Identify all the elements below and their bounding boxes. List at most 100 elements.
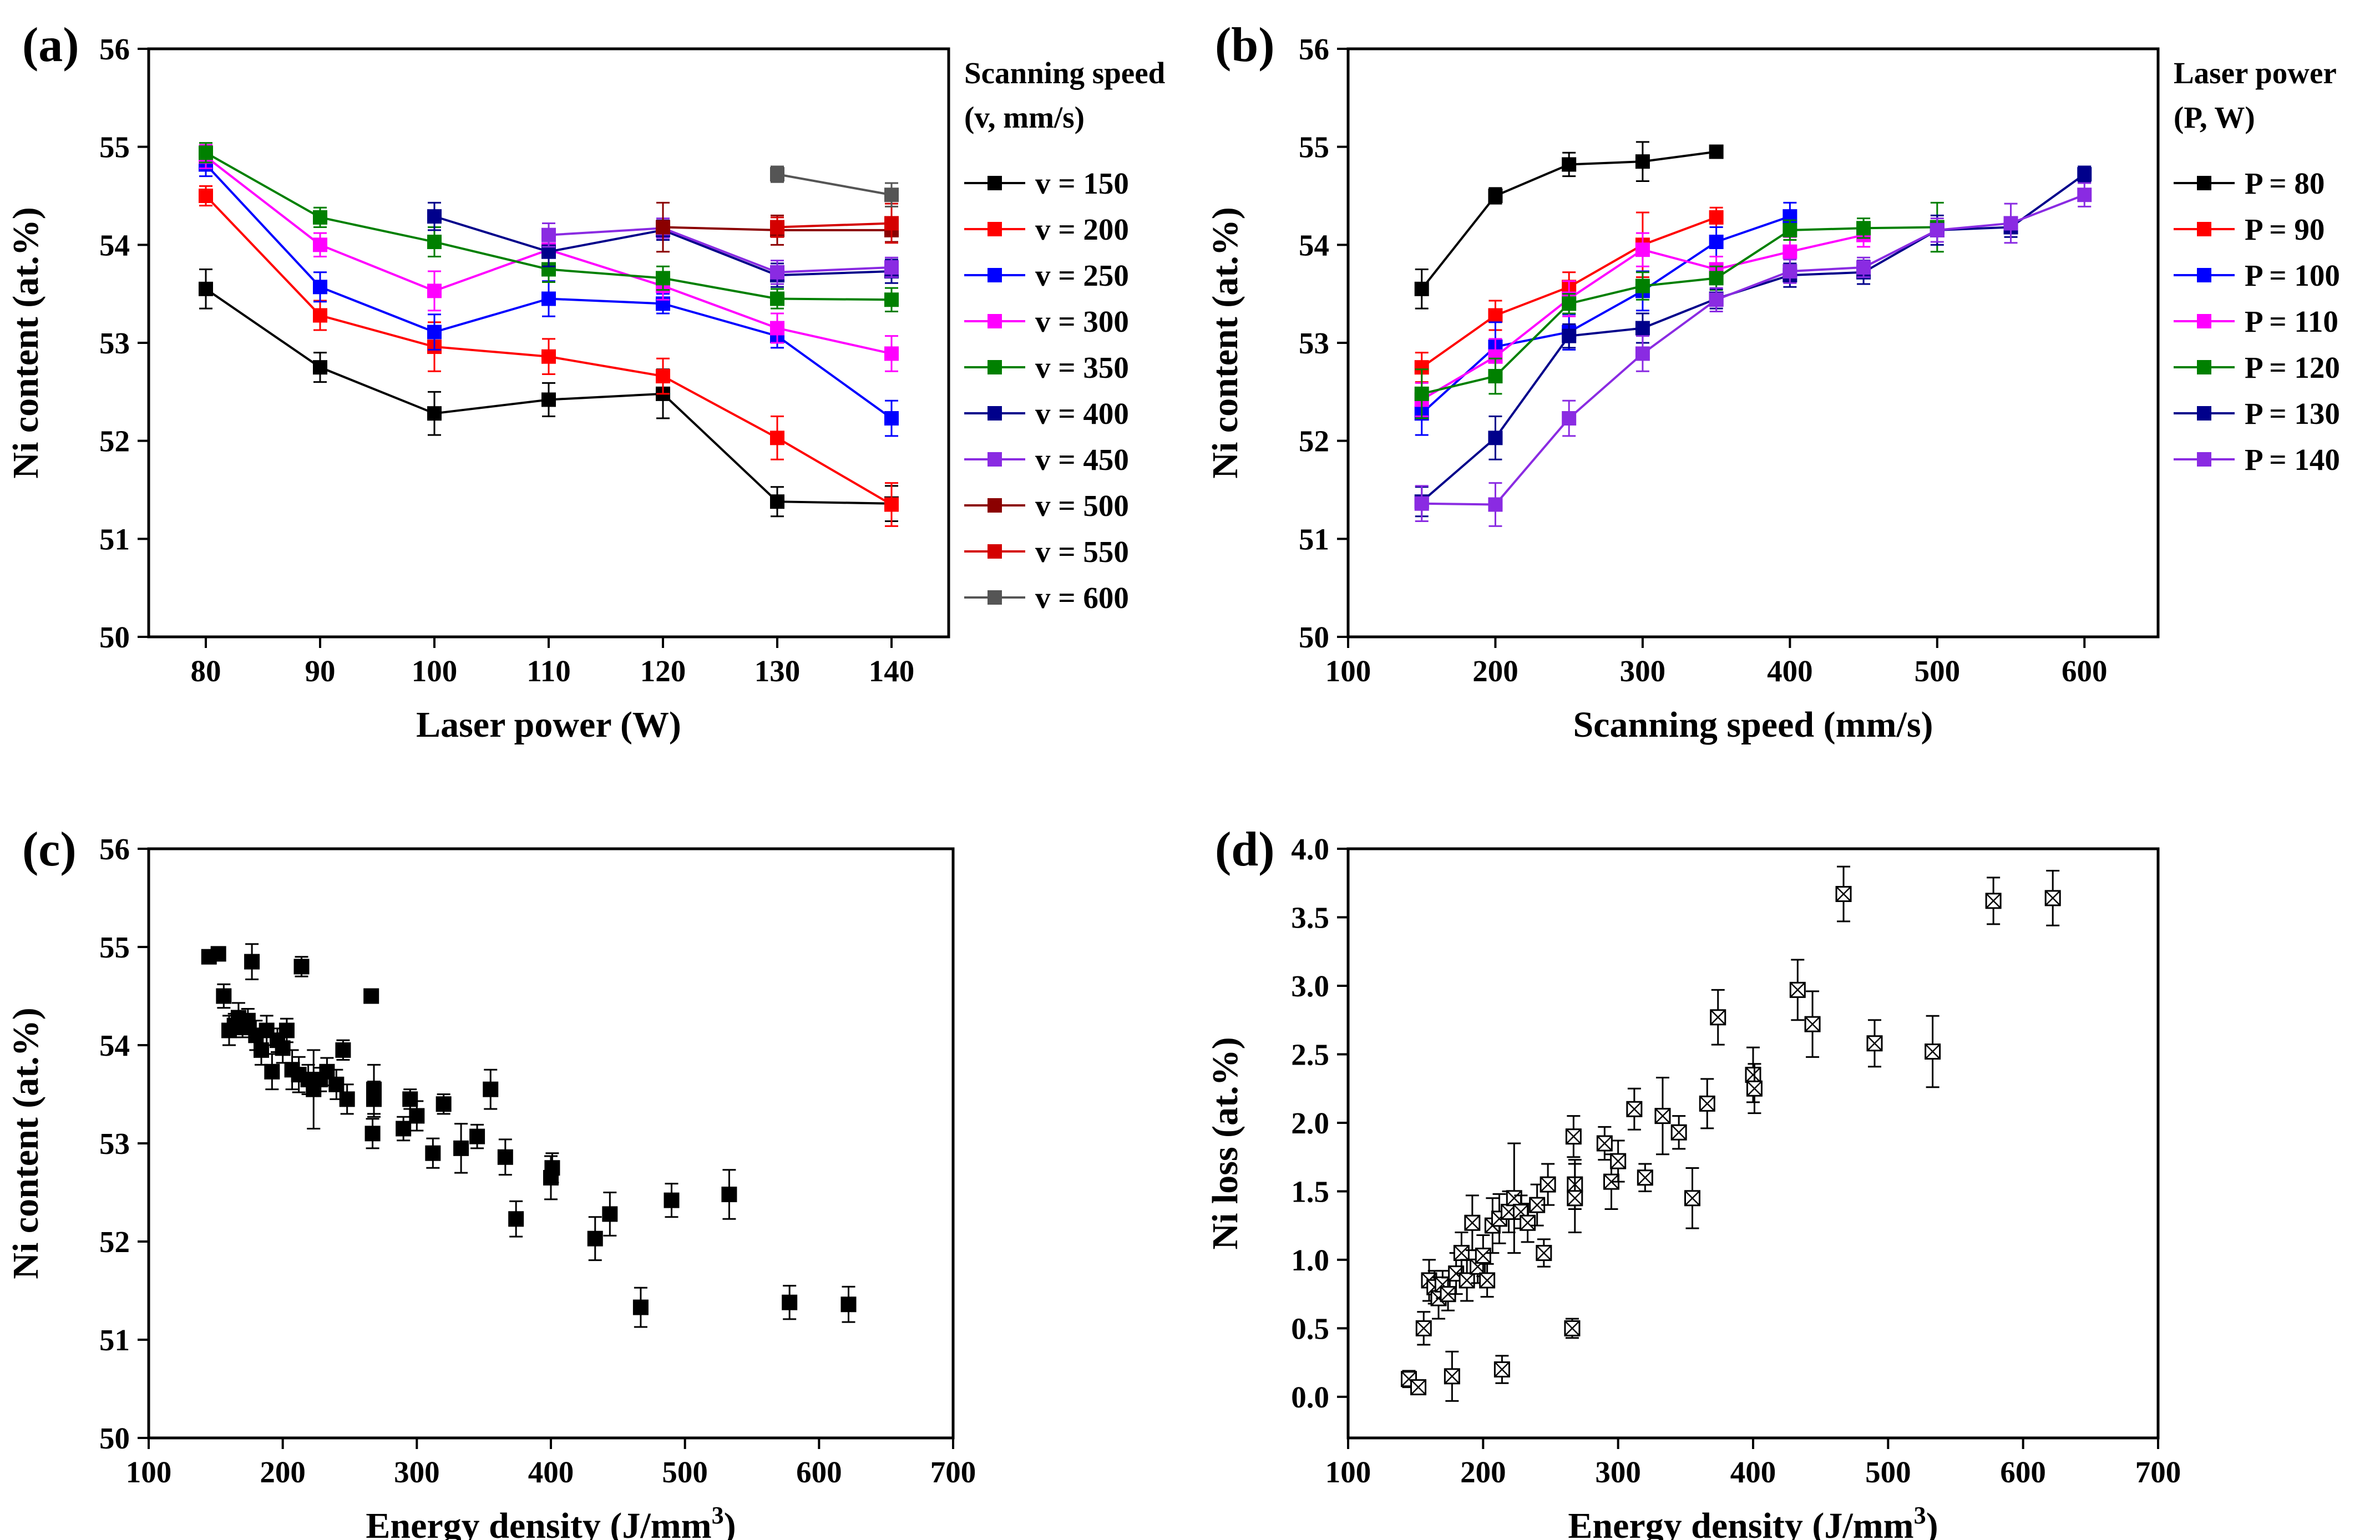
x-axis-label-main: Energy density (J/mm bbox=[1568, 1506, 1913, 1540]
x-axis-label-main: Scanning speed (mm/s) bbox=[1573, 705, 1933, 745]
plot-frame bbox=[147, 847, 955, 1440]
y-tick-label: 50 bbox=[99, 1421, 130, 1455]
data-point bbox=[1562, 328, 1577, 343]
data-point bbox=[1562, 296, 1577, 311]
data-point bbox=[770, 291, 784, 306]
point-marker-cross bbox=[1671, 1124, 1687, 1141]
panel-c-chart: 100 200 300 400 500 600 700 50 51 52 53 54 55 56 (c) Ni… bbox=[6, 823, 976, 1540]
y-tick-label: 56 bbox=[99, 32, 130, 66]
data-point bbox=[1709, 292, 1724, 307]
data-point bbox=[884, 411, 899, 426]
point-marker bbox=[216, 988, 232, 1004]
legend-marker bbox=[988, 360, 1002, 374]
y-tick-label: 52 bbox=[1299, 424, 1329, 458]
point-marker-cross bbox=[1410, 1379, 1426, 1395]
point-marker-cross bbox=[1597, 1136, 1613, 1151]
data-point bbox=[587, 1216, 603, 1262]
point-marker-cross bbox=[1610, 1153, 1626, 1169]
data-point bbox=[1536, 1238, 1552, 1268]
x-tick-label: 120 bbox=[640, 654, 686, 688]
panel-label: (d) bbox=[1215, 823, 1275, 877]
y-tick-label: 2.0 bbox=[1291, 1106, 1329, 1140]
x-tick-label: 500 bbox=[1865, 1455, 1911, 1489]
x-axis-label-superscript: 3 bbox=[712, 1502, 724, 1529]
x-tick-label: 600 bbox=[2000, 1455, 2046, 1489]
legend-item: v = 600 bbox=[964, 581, 1129, 615]
data-point bbox=[1506, 1142, 1522, 1254]
data-point bbox=[335, 1039, 351, 1061]
data-point bbox=[884, 497, 899, 512]
data-point bbox=[664, 1183, 680, 1218]
data-point bbox=[210, 946, 226, 962]
data-point bbox=[2044, 870, 2061, 926]
legend-marker bbox=[2197, 268, 2211, 282]
panel-d-chart: 100 200 300 400 500 600 700 0.0 0.5 1.0 1.5 2.0 2.5 3… bbox=[1205, 823, 2181, 1540]
x-axis-label: Scanning speed (mm/s) bbox=[1573, 705, 1933, 745]
data-point bbox=[2077, 167, 2092, 182]
x-tick-label: 700 bbox=[930, 1455, 976, 1489]
point-marker bbox=[425, 1145, 441, 1161]
data-point bbox=[427, 235, 442, 250]
legend-marker bbox=[988, 544, 1002, 559]
x-tick-label: 200 bbox=[1460, 1455, 1506, 1489]
data-point bbox=[1444, 1350, 1460, 1402]
y-tick-label: 56 bbox=[99, 832, 130, 866]
legend-item: v = 300 bbox=[964, 305, 1129, 338]
x-tick-label: 600 bbox=[796, 1455, 842, 1489]
x-tick-label: 90 bbox=[305, 654, 336, 688]
data-point bbox=[364, 1118, 381, 1149]
data-point bbox=[1567, 1163, 1583, 1234]
plot-frame bbox=[1346, 47, 2160, 639]
x-tick-label: 300 bbox=[394, 1455, 440, 1489]
point-marker bbox=[293, 959, 310, 975]
data-point bbox=[884, 346, 899, 361]
data-point bbox=[770, 494, 784, 509]
y-tick-label: 50 bbox=[1299, 620, 1329, 654]
point-marker bbox=[664, 1192, 680, 1208]
x-axis-label-main: Energy density (J/mm bbox=[366, 1506, 711, 1540]
point-marker bbox=[402, 1091, 418, 1107]
data-point bbox=[278, 1017, 295, 1043]
data-point bbox=[1626, 1087, 1643, 1131]
data-point bbox=[1488, 189, 1503, 203]
y-tick-label: 55 bbox=[99, 130, 130, 164]
point-marker bbox=[409, 1108, 425, 1124]
x-tick-label: 110 bbox=[526, 654, 570, 688]
data-point bbox=[656, 220, 670, 235]
point-marker-cross bbox=[1566, 1128, 1582, 1144]
y-tick-label: 53 bbox=[99, 326, 130, 360]
series-v-350 bbox=[199, 142, 899, 312]
y-axis-label: Ni loss (at.%) bbox=[1205, 1037, 1245, 1249]
point-marker-cross bbox=[1836, 886, 1851, 902]
data-point bbox=[1654, 1076, 1671, 1156]
data-point bbox=[1709, 235, 1724, 250]
legend-item: P = 100 bbox=[2174, 259, 2340, 292]
x-tick-label: 300 bbox=[1595, 1455, 1641, 1489]
legend-item: P = 120 bbox=[2174, 351, 2340, 384]
data-point bbox=[1866, 1019, 1883, 1068]
x-axis-label-main: Laser power (W) bbox=[416, 705, 681, 745]
y-axis-label: Ni content (at.%) bbox=[1205, 207, 1245, 478]
y-tick-label: 51 bbox=[99, 522, 130, 556]
data-point bbox=[1479, 1263, 1496, 1298]
data-point bbox=[363, 988, 379, 1004]
panel-label: (c) bbox=[22, 823, 77, 877]
point-marker bbox=[508, 1211, 524, 1227]
legend-marker bbox=[988, 222, 1002, 236]
data-point bbox=[1635, 154, 1650, 169]
y-tick-label: 53 bbox=[1299, 326, 1329, 360]
point-marker bbox=[483, 1081, 499, 1097]
legend-item: P = 90 bbox=[2174, 212, 2325, 246]
x-tick-label: 200 bbox=[1472, 654, 1518, 688]
data-point bbox=[1459, 1259, 1475, 1302]
point-marker-cross bbox=[1986, 893, 2002, 909]
point-marker-cross bbox=[1401, 1371, 1417, 1387]
data-point bbox=[313, 210, 327, 225]
y-tick-label: 50 bbox=[99, 620, 130, 654]
series-p-80 bbox=[1414, 141, 1724, 310]
legend-marker bbox=[988, 498, 1002, 513]
data-point bbox=[1856, 260, 1871, 275]
point-marker-cross bbox=[1479, 1273, 1495, 1288]
point-marker-cross bbox=[1699, 1096, 1715, 1112]
data-point bbox=[1414, 281, 1429, 296]
